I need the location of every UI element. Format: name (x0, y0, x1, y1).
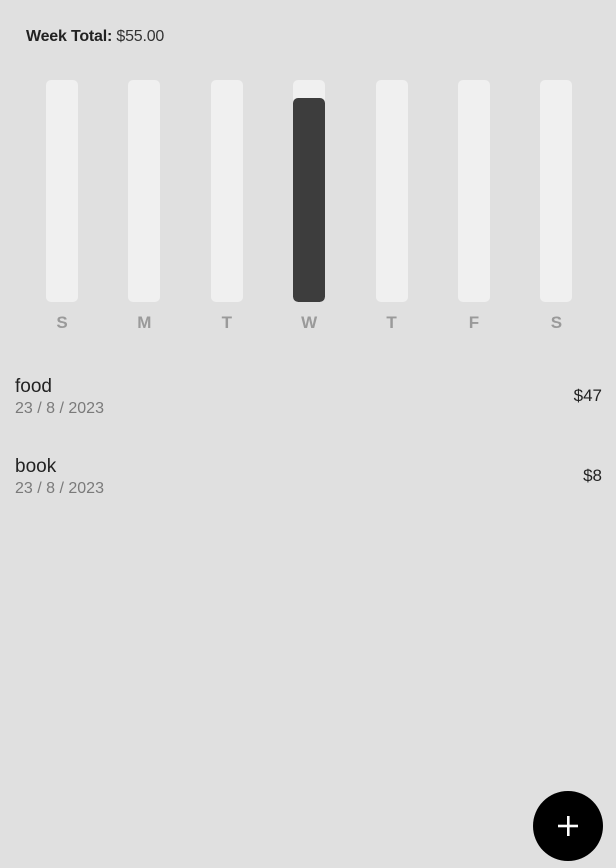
week-total: Week Total: $55.00 (26, 28, 164, 46)
expense-title: book (15, 456, 57, 477)
bar-column: T (350, 80, 432, 340)
bar (293, 98, 326, 302)
bar-track (128, 80, 161, 302)
expense-title: food (15, 376, 52, 397)
bar-track (46, 80, 78, 302)
plus-icon (558, 816, 578, 836)
week-total-label: Week Total: (26, 28, 113, 45)
bar-column: M (102, 80, 184, 340)
bar-track (540, 80, 573, 302)
day-label: S (550, 313, 563, 332)
expense-date: 23 / 8 / 2023 (15, 400, 104, 417)
bar-column: F (432, 80, 514, 340)
expense-amount: $47 (573, 386, 602, 405)
day-label: W (301, 313, 318, 332)
day-label: T (386, 313, 397, 332)
bar-track (210, 80, 243, 302)
day-label: M (137, 313, 152, 332)
week-total-value: $55.00 (116, 28, 165, 45)
expense-amount: $8 (583, 466, 602, 485)
day-label: T (221, 313, 232, 332)
bar-column: S (514, 80, 596, 340)
add-expense-button[interactable] (533, 791, 603, 861)
bar-column: W (267, 80, 349, 340)
expense-list: food 23 / 8 / 2023 $47 book 23 / 8 / 2023 $8 (0, 364, 616, 524)
bar-track (375, 80, 408, 302)
bar-track (293, 80, 326, 302)
expense-item[interactable]: book 23 / 8 / 2023 $8 (0, 444, 616, 524)
expense-item[interactable]: food 23 / 8 / 2023 $47 (0, 364, 616, 444)
day-label: F (468, 313, 480, 332)
bar-column: S (20, 80, 102, 340)
bar-track (458, 80, 490, 302)
day-label: S (56, 313, 68, 332)
expense-date: 23 / 8 / 2023 (15, 480, 104, 497)
bar-column: T (185, 80, 267, 340)
